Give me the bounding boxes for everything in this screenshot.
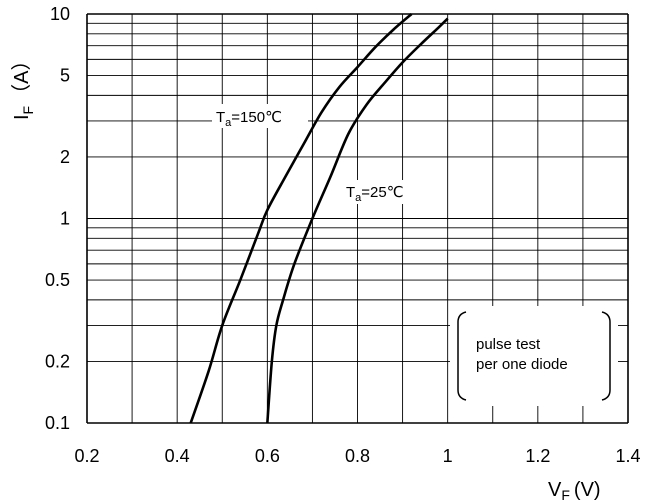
x-axis-title: VF (V): [548, 479, 601, 502]
x-tick-label: 1.4: [615, 446, 640, 466]
note-bracket-left: [457, 311, 467, 401]
y-tick-labels: 0.1 0.2 0.5 1 2 5 10: [45, 4, 70, 433]
x-tick-labels: 0.2 0.4 0.6 0.8 1 1.2 1.4: [74, 446, 640, 466]
note-bracket-right: [601, 311, 611, 401]
note-line-2: per one diode: [476, 356, 568, 373]
x-tick-label: 0.8: [345, 446, 370, 466]
x-tick-label: 1: [443, 446, 453, 466]
curve-ta-25c: [266, 17, 449, 424]
y-tick-label: 0.2: [45, 351, 70, 371]
note-line-1: pulse test: [476, 336, 541, 353]
note-box-bg: [450, 306, 618, 406]
grid-lines: [86, 13, 629, 424]
series-label-150-bg: [212, 104, 308, 128]
y-tick-label: 10: [50, 4, 70, 24]
x-tick-label: 0.2: [74, 446, 99, 466]
x-tick-label: 1.2: [525, 446, 550, 466]
y-tick-label: 1: [60, 209, 70, 229]
curve-ta-150c: [189, 13, 413, 424]
y-axis-title: IF（A）: [10, 51, 36, 120]
series-label-25-bg: [342, 180, 434, 204]
series-label-25c: Ta=25℃: [346, 184, 404, 204]
series-label-150c: Ta=150℃: [216, 109, 282, 129]
x-tick-label: 0.4: [165, 446, 190, 466]
y-tick-label: 5: [60, 66, 70, 86]
y-tick-label: 0.1: [45, 413, 70, 433]
y-tick-label: 2: [60, 147, 70, 167]
curves: [189, 13, 449, 424]
x-tick-label: 0.6: [255, 446, 280, 466]
y-tick-label: 0.5: [45, 270, 70, 290]
